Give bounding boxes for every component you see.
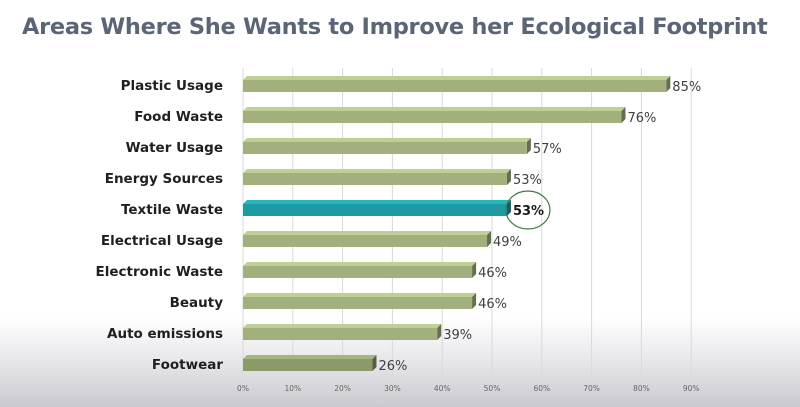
bar-top xyxy=(243,169,511,173)
value-labels: 85% 76% 57% 53% 53% 49% 46% 46% 39% 26% xyxy=(378,80,701,374)
bar xyxy=(243,235,488,247)
bar-side xyxy=(372,355,377,371)
x-tick-label: 0% xyxy=(237,384,249,393)
value-label: 53% xyxy=(513,204,544,219)
bar-top xyxy=(243,231,492,235)
bar-side xyxy=(506,200,511,216)
value-label: 49% xyxy=(493,235,522,250)
bar-side xyxy=(437,324,442,340)
bar-top xyxy=(243,355,377,359)
bar-top xyxy=(243,262,477,266)
value-label: 26% xyxy=(378,359,407,374)
bar xyxy=(243,142,527,154)
category-label: Beauty xyxy=(170,295,224,311)
bar-side xyxy=(487,231,492,247)
bar-side xyxy=(621,107,626,123)
x-tick-label: 30% xyxy=(384,384,401,393)
category-label: Electrical Usage xyxy=(101,233,223,249)
x-axis-tick-labels: 0% 10% 20% 30% 40% 50% 60% 70% 80% 90% xyxy=(237,384,699,393)
bar-side xyxy=(666,76,671,92)
chart-title: Areas Where She Wants to Improve her Eco… xyxy=(22,14,768,40)
category-label: Water Usage xyxy=(126,140,223,156)
x-tick-label: 10% xyxy=(284,384,301,393)
value-label: 57% xyxy=(533,142,562,157)
bar xyxy=(243,111,622,123)
x-tick-label: 60% xyxy=(533,384,550,393)
category-label: Food Waste xyxy=(134,109,223,125)
bar-side xyxy=(472,262,477,278)
category-label: Electronic Waste xyxy=(96,264,224,280)
bar-top xyxy=(243,107,626,111)
bar-top xyxy=(243,76,671,80)
value-label: 53% xyxy=(513,173,542,188)
value-label: 46% xyxy=(478,297,507,312)
x-tick-label: 20% xyxy=(334,384,351,393)
category-labels: Plastic Usage Food Waste Water Usage Energy… xyxy=(96,78,224,373)
annotations xyxy=(505,190,551,230)
x-tick-label: 40% xyxy=(434,384,451,393)
bar-top xyxy=(243,200,511,204)
category-label: Footwear xyxy=(152,357,223,373)
category-label: Plastic Usage xyxy=(121,78,223,94)
bar-top xyxy=(243,324,442,328)
bar xyxy=(243,204,507,216)
bar xyxy=(243,359,373,371)
bar-top xyxy=(243,138,531,142)
x-tick-label: 70% xyxy=(583,384,600,393)
x-tick-label: 50% xyxy=(484,384,501,393)
value-label: 39% xyxy=(443,328,472,343)
bar-side xyxy=(506,169,511,185)
bar xyxy=(243,80,667,92)
bar-side xyxy=(526,138,531,154)
bar-top xyxy=(243,293,477,297)
highlight-circle xyxy=(505,190,551,230)
bar xyxy=(243,328,438,340)
bar-side xyxy=(472,293,477,309)
bar xyxy=(243,297,473,309)
value-label: 76% xyxy=(627,111,656,126)
bars xyxy=(243,76,671,371)
value-label: 46% xyxy=(478,266,507,281)
category-label: Energy Sources xyxy=(105,171,223,187)
bar xyxy=(243,266,473,278)
category-label: Auto emissions xyxy=(107,326,223,342)
value-label: 85% xyxy=(672,80,701,95)
x-tick-label: 80% xyxy=(633,384,650,393)
bar xyxy=(243,173,507,185)
category-label: Textile Waste xyxy=(121,202,223,218)
x-tick-label: 90% xyxy=(683,384,700,393)
